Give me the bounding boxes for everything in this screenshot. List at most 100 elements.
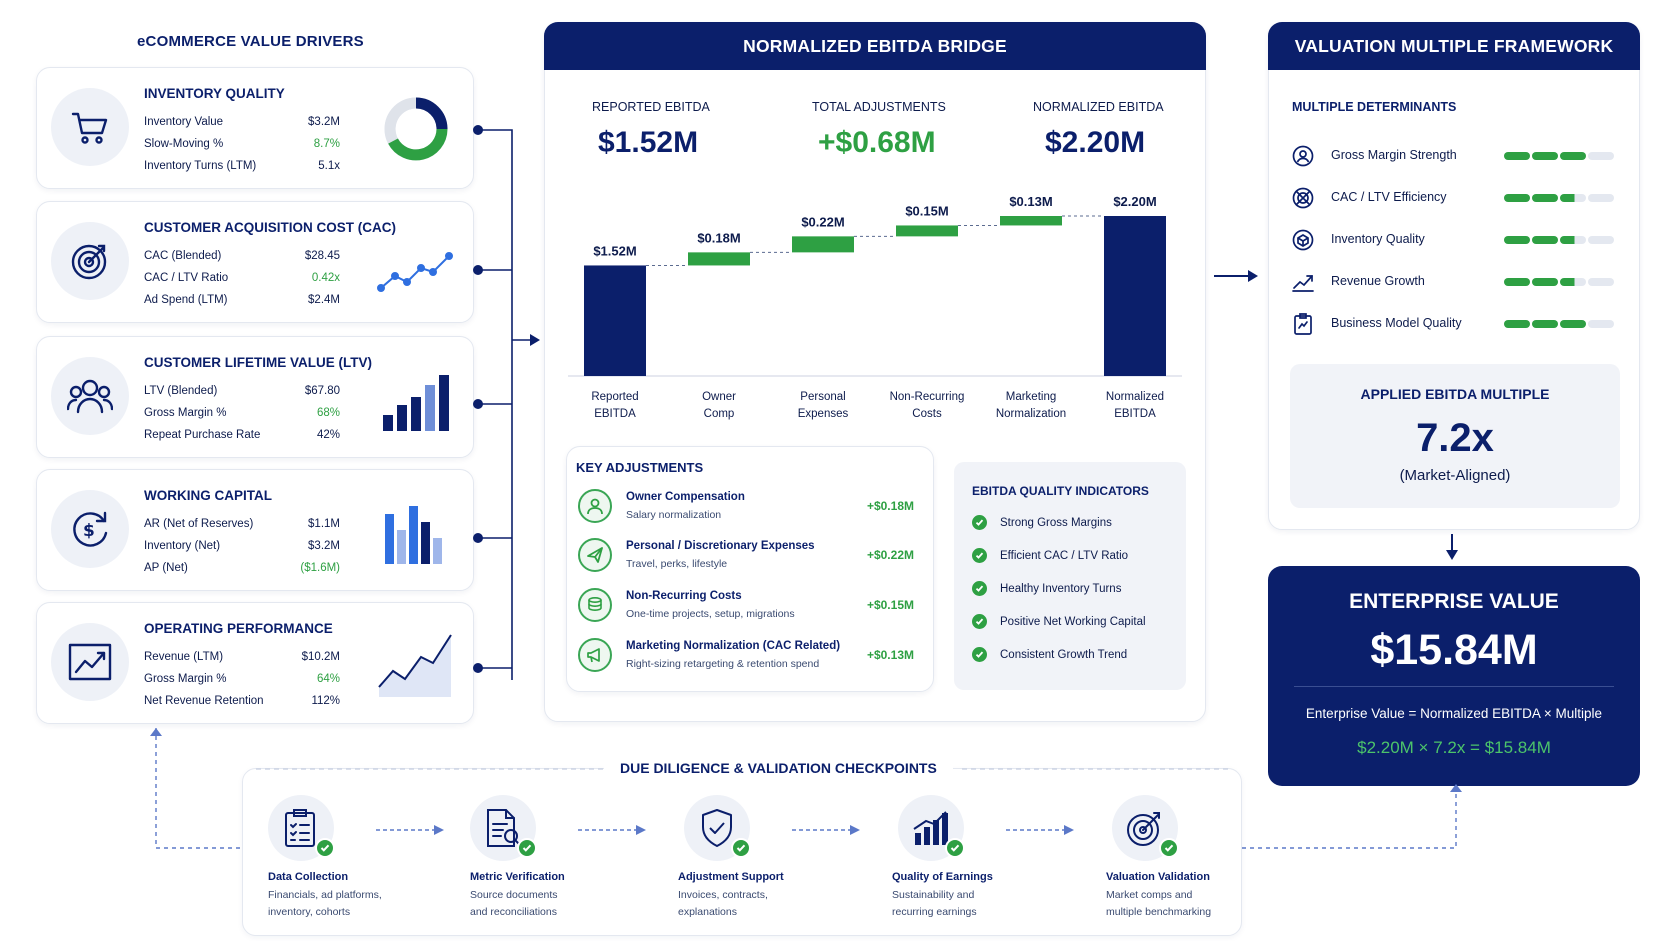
driver-card-working-capital: $ WORKING CAPITAL AR (Net of Reserves) $1… [36, 469, 474, 591]
ev-value: $15.84M [1370, 626, 1538, 674]
category-label: EBITDA [1114, 408, 1156, 420]
plane-icon [578, 538, 612, 572]
determinant-row: Gross Margin Strength [1292, 143, 1614, 169]
waterfall-bar [1104, 216, 1166, 376]
driver-card-operating: OPERATING PERFORMANCE Revenue (LTM) $10.2… [36, 602, 474, 724]
target-icon [1292, 187, 1314, 209]
step-desc: Source documents and reconciliations [470, 889, 558, 918]
driver-row: Gross Margin % 68% [144, 407, 340, 419]
area-trend-icon [377, 625, 455, 703]
clipboard-icon [1294, 313, 1312, 335]
driver-card-inventory: INVENTORY QUALITY Inventory Value $3.2M S… [36, 67, 474, 189]
check-badge-icon [731, 838, 751, 858]
determinant-row: Revenue Growth [1292, 269, 1614, 295]
category-label: Normalization [996, 408, 1066, 420]
quality-item: Positive Net Working Capital [972, 614, 1146, 629]
waterfall-bar [896, 225, 958, 237]
check-badge-icon [945, 838, 965, 858]
check-icon [972, 581, 987, 596]
driver-connectors [473, 125, 540, 680]
check-icon [972, 548, 987, 563]
check-icon [972, 515, 987, 530]
quality-title: EBITDA QUALITY INDICATORS [972, 484, 1149, 498]
applied-multiple-title: APPLIED EBITDA MULTIPLE [1360, 386, 1550, 402]
bar-value-label: $0.13M [1009, 194, 1052, 209]
category-label: EBITDA [594, 408, 636, 420]
check-badge-icon [517, 838, 537, 858]
check-badge-icon [315, 838, 335, 858]
driver-row: CAC / LTV Ratio 0.42x [144, 272, 340, 284]
kpi-value-normalized: $2.20M [1045, 126, 1146, 159]
driver-row: Repeat Purchase Rate 42% [144, 429, 340, 441]
arrow-down-icon [1446, 534, 1458, 560]
driver-row: Gross Margin % 64% [144, 673, 340, 685]
driver-title: CUSTOMER LIFETIME VALUE (LTV) [144, 355, 372, 370]
kpi-label-normalized: NORMALIZED EBITDA [1033, 100, 1164, 114]
diligence-title: DUE DILIGENCE & VALIDATION CHECKPOINTS [604, 760, 953, 776]
bar-trend-icon [377, 359, 455, 437]
person-icon [578, 489, 612, 523]
quality-item: Healthy Inventory Turns [972, 581, 1121, 596]
target-icon [51, 222, 129, 300]
driver-title: INVENTORY QUALITY [144, 86, 285, 101]
driver-title: OPERATING PERFORMANCE [144, 621, 333, 636]
check-badge-icon [1159, 838, 1179, 858]
determinant-row: Business Model Quality [1292, 311, 1614, 337]
category-label: Costs [912, 408, 942, 420]
driver-row: Revenue (LTM) $10.2M [144, 651, 340, 663]
arrow-right-icon [1214, 270, 1258, 282]
category-label: Owner [702, 391, 736, 403]
step-title: Data Collection [268, 871, 349, 883]
title-rule-right [962, 768, 1232, 770]
check-icon [972, 647, 987, 662]
quality-indicators-card [954, 462, 1186, 690]
trend-board-icon [51, 623, 129, 701]
users-icon [51, 357, 129, 435]
driver-row: Net Revenue Retention 112% [144, 695, 340, 707]
donut-icon [377, 90, 455, 168]
driver-row: Ad Spend (LTM) $2.4M [144, 294, 340, 306]
bar-value-label: $0.18M [697, 230, 740, 245]
bar-value-label: $0.22M [801, 214, 844, 229]
quality-item: Efficient CAC / LTV Ratio [972, 548, 1128, 563]
box-icon [1292, 229, 1314, 251]
kpi-label-adjustments: TOTAL ADJUSTMENTS [812, 100, 946, 114]
kpi-value-reported: $1.52M [598, 126, 699, 159]
title-rule-left [256, 768, 606, 770]
step-title: Quality of Earnings [892, 871, 993, 883]
applied-multiple-box: APPLIED EBITDA MULTIPLE 7.2x (Market-Ali… [1290, 364, 1620, 508]
category-label: Marketing [1006, 391, 1057, 403]
driver-row: AP (Net) ($1.6M) [144, 562, 340, 574]
driver-row: AR (Net of Reserves) $1.1M [144, 518, 340, 530]
category-label: Reported [591, 391, 638, 403]
bridge-title: NORMALIZED EBITDA BRIDGE [544, 22, 1206, 70]
dashed-arrow-icon [578, 825, 646, 835]
bar-chart-icon [898, 795, 964, 861]
category-label: Comp [704, 408, 735, 420]
waterfall-bar [584, 265, 646, 376]
category-label: Personal [800, 391, 845, 403]
dashed-arrow-icon [1006, 825, 1074, 835]
column-chart-icon [377, 492, 455, 570]
step-title: Adjustment Support [678, 871, 784, 883]
applied-multiple-value: 7.2x [1416, 416, 1494, 460]
step-title: Metric Verification [470, 871, 565, 883]
kpi-label-reported: REPORTED EBITDA [592, 100, 710, 114]
multiple-title: VALUATION MULTIPLE FRAMEWORK [1268, 22, 1640, 70]
applied-multiple-note: (Market-Aligned) [1399, 467, 1511, 484]
dashed-arrow-icon [376, 825, 444, 835]
ev-formula: Enterprise Value = Normalized EBITDA × M… [1305, 706, 1603, 721]
driver-row: Slow-Moving % 8.7% [144, 138, 340, 150]
diligence-connectors [150, 728, 1462, 849]
ev-divider [1294, 686, 1614, 687]
driver-row: CAC (Blended) $28.45 [144, 250, 340, 262]
driver-row: LTV (Blended) $67.80 [144, 385, 340, 397]
megaphone-icon [578, 638, 612, 672]
step-title: Valuation Validation [1106, 871, 1210, 883]
bar-value-label: $2.20M [1113, 194, 1156, 209]
driver-title: WORKING CAPITAL [144, 488, 272, 503]
waterfall-bar [792, 236, 854, 253]
dashed-arrow-icon [792, 825, 860, 835]
growth-icon [1292, 275, 1314, 292]
step-desc: Invoices, contracts, explanations [678, 889, 768, 918]
